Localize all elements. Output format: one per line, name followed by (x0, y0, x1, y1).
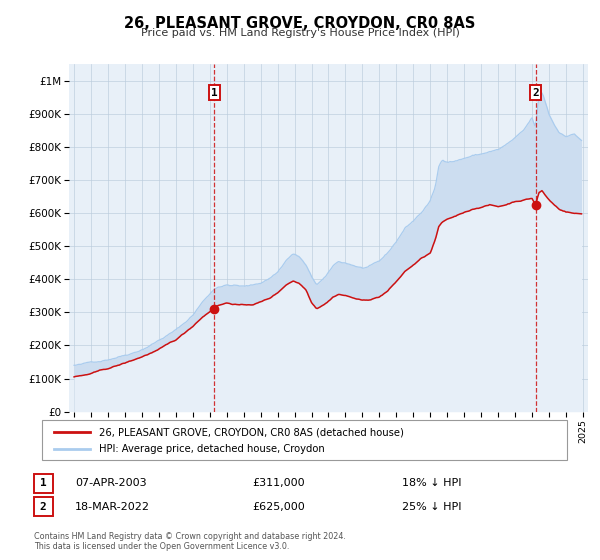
Text: £311,000: £311,000 (252, 478, 305, 488)
Text: Price paid vs. HM Land Registry's House Price Index (HPI): Price paid vs. HM Land Registry's House … (140, 28, 460, 38)
Text: 26, PLEASANT GROVE, CROYDON, CR0 8AS (detached house): 26, PLEASANT GROVE, CROYDON, CR0 8AS (de… (99, 427, 404, 437)
Text: 07-APR-2003: 07-APR-2003 (75, 478, 146, 488)
Text: 1: 1 (211, 87, 218, 97)
Text: 25% ↓ HPI: 25% ↓ HPI (402, 502, 461, 512)
Text: 18% ↓ HPI: 18% ↓ HPI (402, 478, 461, 488)
Text: 26, PLEASANT GROVE, CROYDON, CR0 8AS: 26, PLEASANT GROVE, CROYDON, CR0 8AS (124, 16, 476, 31)
Text: £625,000: £625,000 (252, 502, 305, 512)
Text: 2: 2 (532, 87, 539, 97)
Text: HPI: Average price, detached house, Croydon: HPI: Average price, detached house, Croy… (99, 444, 325, 454)
Text: 18-MAR-2022: 18-MAR-2022 (75, 502, 150, 512)
Text: 2: 2 (40, 502, 47, 512)
Text: 1: 1 (40, 478, 47, 488)
Text: Contains HM Land Registry data © Crown copyright and database right 2024.: Contains HM Land Registry data © Crown c… (34, 532, 346, 541)
Text: This data is licensed under the Open Government Licence v3.0.: This data is licensed under the Open Gov… (34, 542, 290, 551)
